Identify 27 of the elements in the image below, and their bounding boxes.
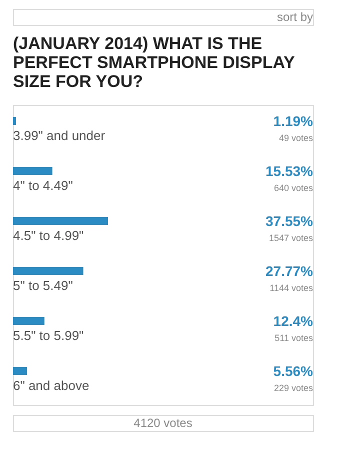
bar	[13, 367, 28, 375]
text: 1547 votes	[268, 233, 314, 243]
data-label: 37.55%	[266, 213, 314, 229]
text: 1144 votes	[270, 283, 314, 293]
y-tick-label: 4.5" to 4.99"	[13, 228, 84, 243]
bar	[13, 117, 16, 125]
bar	[13, 317, 44, 325]
text: 640 votes	[274, 183, 314, 193]
y-tick-label: 4" to 4.49"	[13, 178, 74, 193]
y-tick-label: 5.5" to 5.99"	[13, 328, 84, 343]
data-label: 5.56%	[273, 363, 314, 379]
y-tick-label: 6" and above	[13, 378, 90, 393]
data-label: 1.19%	[273, 113, 314, 129]
bar	[13, 267, 84, 275]
y-tick-label: 5" to 5.49"	[13, 278, 74, 293]
bar	[13, 217, 108, 225]
text: 4120 votes	[134, 416, 192, 430]
text: 511 votes	[274, 333, 314, 343]
data-label: 15.53%	[266, 163, 314, 179]
text: 229 votes	[274, 383, 314, 393]
data-label: 27.77%	[266, 263, 314, 279]
y-tick-label: 3.99" and under	[13, 128, 106, 143]
text: (JANUARY 2014) WHAT IS THE PERFECT SMARTPHONE DISPLAY SIZE FOR YOU?	[13, 34, 296, 91]
data-label: 12.4%	[273, 313, 314, 329]
text: 49 votes	[278, 133, 314, 143]
bar	[13, 167, 52, 175]
text: sort by	[276, 10, 313, 24]
